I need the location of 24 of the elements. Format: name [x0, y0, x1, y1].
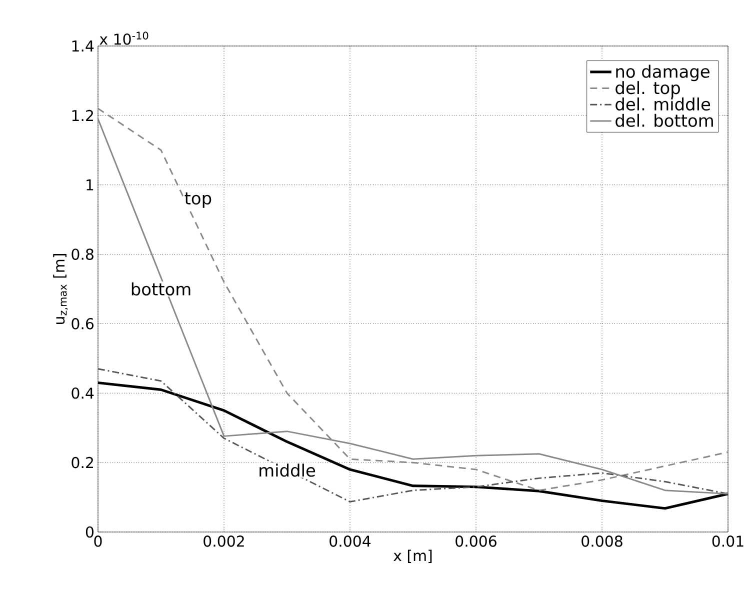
x-tick-label: 0.01 — [712, 536, 744, 547]
legend-label: del. bottom — [616, 114, 713, 127]
y-tick-label: 0.6 — [72, 318, 94, 330]
y-tick-label: 0.8 — [72, 248, 94, 260]
legend-label: del. middle — [616, 97, 710, 111]
x-axis-title: x [m] — [394, 550, 432, 563]
y-tick-label: 0.4 — [72, 387, 94, 399]
y-tick-label: 1.2 — [72, 110, 93, 121]
x-tick-label: 0.002 — [204, 536, 244, 547]
annotation: bottom — [132, 282, 190, 296]
y-tick-label: 1 — [86, 179, 94, 190]
x-tick-label: 0.008 — [582, 536, 622, 547]
y-tick-label: 0.2 — [72, 456, 93, 468]
x-tick-label: 0.006 — [456, 536, 496, 547]
annotation: top — [184, 192, 212, 208]
text: x 10$^{-10}$ — [100, 32, 148, 45]
y-tick-label: 0 — [86, 526, 94, 538]
x-tick-label: 0 — [94, 536, 102, 547]
y-tick-label: 1.4 — [72, 40, 94, 52]
legend-label: no damage — [616, 64, 710, 82]
y-axis-title: u$_{z,max}$ [m] — [53, 254, 68, 324]
legend-label: del. top — [616, 81, 680, 98]
annotation: middle — [260, 464, 316, 477]
x-tick-label: 0.004 — [330, 536, 371, 547]
